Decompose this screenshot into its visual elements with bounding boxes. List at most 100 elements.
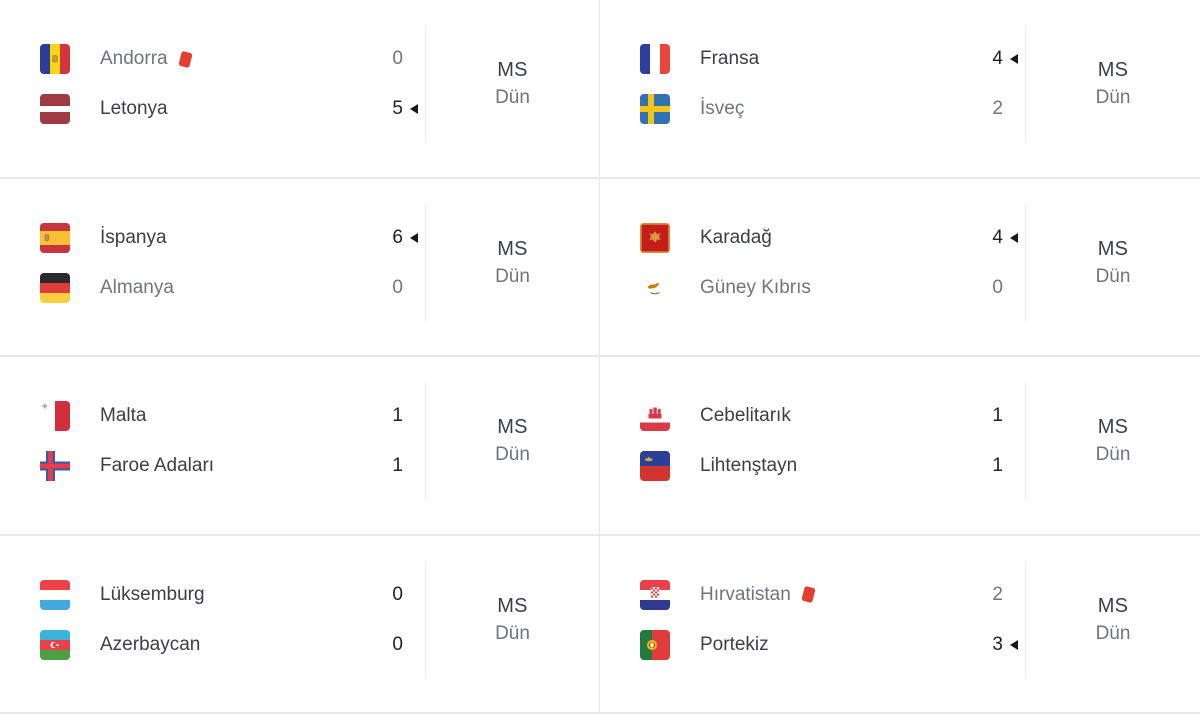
match-status-label: MS	[1097, 237, 1129, 260]
flag-isvec-icon	[640, 94, 670, 125]
winner-arrow-slot	[1003, 232, 1025, 243]
match-day-label: Dün	[495, 622, 530, 644]
match-status-label: MS	[497, 416, 528, 439]
team-name: Hırvatistan	[700, 583, 791, 605]
winner-arrow-icon	[410, 104, 418, 115]
flag-guney-kibris-icon	[640, 272, 670, 303]
match-card[interactable]: Fransa 4 İsveç 2 MS Dün	[600, 0, 1200, 179]
match-day-label: Dün	[1095, 622, 1131, 644]
match-status: MS Dün	[1026, 595, 1200, 645]
match-day-label: Dün	[1095, 265, 1131, 287]
match-status-label: MS	[1097, 594, 1129, 617]
match-card[interactable]: Karadağ 4 Güney Kıbrıs 0 MS Dün	[600, 178, 1200, 357]
match-status-label: MS	[497, 59, 528, 82]
flag-ispanya-icon	[40, 222, 70, 253]
flag-faroe-icon	[40, 451, 70, 482]
match-status-label: MS	[1097, 416, 1129, 439]
winner-arrow-slot	[1003, 283, 1025, 293]
team-score: 4	[992, 226, 1003, 248]
team-score: 2	[992, 98, 1003, 120]
winner-arrow-icon	[410, 232, 418, 243]
match-status: MS Dün	[1026, 59, 1200, 109]
team-score: 0	[992, 276, 1003, 298]
team-name: Lihtenştayn	[700, 455, 798, 477]
winner-arrow-slot	[403, 590, 425, 600]
team-name: Cebelitarık	[700, 405, 791, 427]
match-status-label: MS	[1097, 59, 1129, 82]
score-status-divider	[1025, 560, 1026, 679]
match-status: MS Dün	[426, 595, 599, 645]
flag-azerbaycan-icon	[40, 629, 70, 660]
teams-column: Andorra 0 Letonya 5	[40, 34, 425, 134]
team-score: 2	[992, 583, 1003, 605]
winner-arrow-slot	[403, 283, 425, 293]
teams-column: Karadağ 4 Güney Kıbrıs 0	[640, 213, 1025, 313]
match-status: MS Dün	[426, 416, 599, 466]
match-card[interactable]: Lüksemburg 0 Azerbaycan 0 MS Dün	[0, 535, 600, 714]
winner-arrow-slot	[403, 640, 425, 650]
team-score: 1	[992, 405, 1003, 427]
team-score: 1	[992, 455, 1003, 477]
team-score: 0	[392, 48, 403, 70]
score-status-divider	[425, 560, 426, 679]
team-name: Almanya	[100, 276, 174, 298]
winner-arrow-slot	[403, 411, 425, 421]
team-row-home: Malta 1	[40, 391, 425, 441]
team-score: 1	[392, 405, 403, 427]
flag-andorra-icon	[40, 44, 70, 75]
team-row-home: Karadağ 4	[640, 213, 1025, 263]
match-day-label: Dün	[1095, 87, 1131, 109]
winner-arrow-slot	[1003, 411, 1025, 421]
match-status: MS Dün	[426, 59, 599, 109]
match-status: MS Dün	[426, 238, 599, 288]
flag-cebelitarik-icon	[640, 401, 670, 432]
flag-malta-icon	[40, 401, 70, 432]
match-card[interactable]: Hırvatistan 2 Portekiz 3 MS Dün	[600, 535, 1200, 714]
winner-arrow-icon	[1010, 54, 1018, 65]
teams-column: Lüksemburg 0 Azerbaycan 0	[40, 570, 425, 670]
team-score: 3	[992, 633, 1003, 655]
flag-portekiz-icon	[640, 629, 670, 660]
flag-fransa-icon	[640, 44, 670, 75]
match-card[interactable]: İspanya 6 Almanya 0 MS Dün	[0, 178, 600, 357]
match-status: MS Dün	[1026, 238, 1200, 288]
team-name: İsveç	[700, 98, 745, 120]
team-name: Azerbaycan	[100, 633, 201, 655]
teams-column: İspanya 6 Almanya 0	[40, 213, 425, 313]
flag-letonya-icon	[40, 94, 70, 125]
match-card[interactable]: Cebelitarık 1 Lihtenştayn 1 MS Dün	[600, 357, 1200, 536]
winner-arrow-slot	[1003, 104, 1025, 114]
match-day-label: Dün	[495, 265, 530, 287]
flag-almanya-icon	[40, 272, 70, 303]
score-status-divider	[425, 203, 426, 322]
winner-arrow-slot	[403, 54, 425, 64]
winner-arrow-slot	[1003, 590, 1025, 600]
team-name: Karadağ	[700, 226, 772, 248]
team-name: İspanya	[100, 226, 167, 248]
winner-arrow-icon	[1010, 639, 1018, 650]
match-day-label: Dün	[495, 444, 530, 466]
score-status-divider	[425, 382, 426, 501]
team-row-home: Cebelitarık 1	[640, 391, 1025, 441]
team-name: Portekiz	[700, 633, 769, 655]
winner-arrow-slot	[403, 461, 425, 471]
team-score: 5	[392, 98, 403, 120]
teams-column: Cebelitarık 1 Lihtenştayn 1	[640, 391, 1025, 491]
match-card[interactable]: Malta 1 Faroe Adaları 1 MS Dün	[0, 357, 600, 536]
team-name: Lüksemburg	[100, 583, 205, 605]
team-name: Fransa	[700, 48, 760, 70]
score-status-divider	[1025, 203, 1026, 322]
flag-luksemburg-icon	[40, 579, 70, 610]
team-name: Letonya	[100, 98, 168, 120]
winner-arrow-slot	[1003, 54, 1025, 65]
score-status-divider	[1025, 25, 1026, 144]
teams-column: Hırvatistan 2 Portekiz 3	[640, 570, 1025, 670]
team-score: 0	[392, 633, 403, 655]
match-card[interactable]: Andorra 0 Letonya 5 MS Dün	[0, 0, 600, 179]
match-day-label: Dün	[1095, 444, 1131, 466]
team-row-away: İsveç 2	[640, 84, 1025, 134]
red-card-icon	[801, 586, 816, 604]
score-status-divider	[425, 25, 426, 144]
winner-arrow-icon	[1010, 232, 1018, 243]
team-row-away: Faroe Adaları 1	[40, 441, 425, 491]
